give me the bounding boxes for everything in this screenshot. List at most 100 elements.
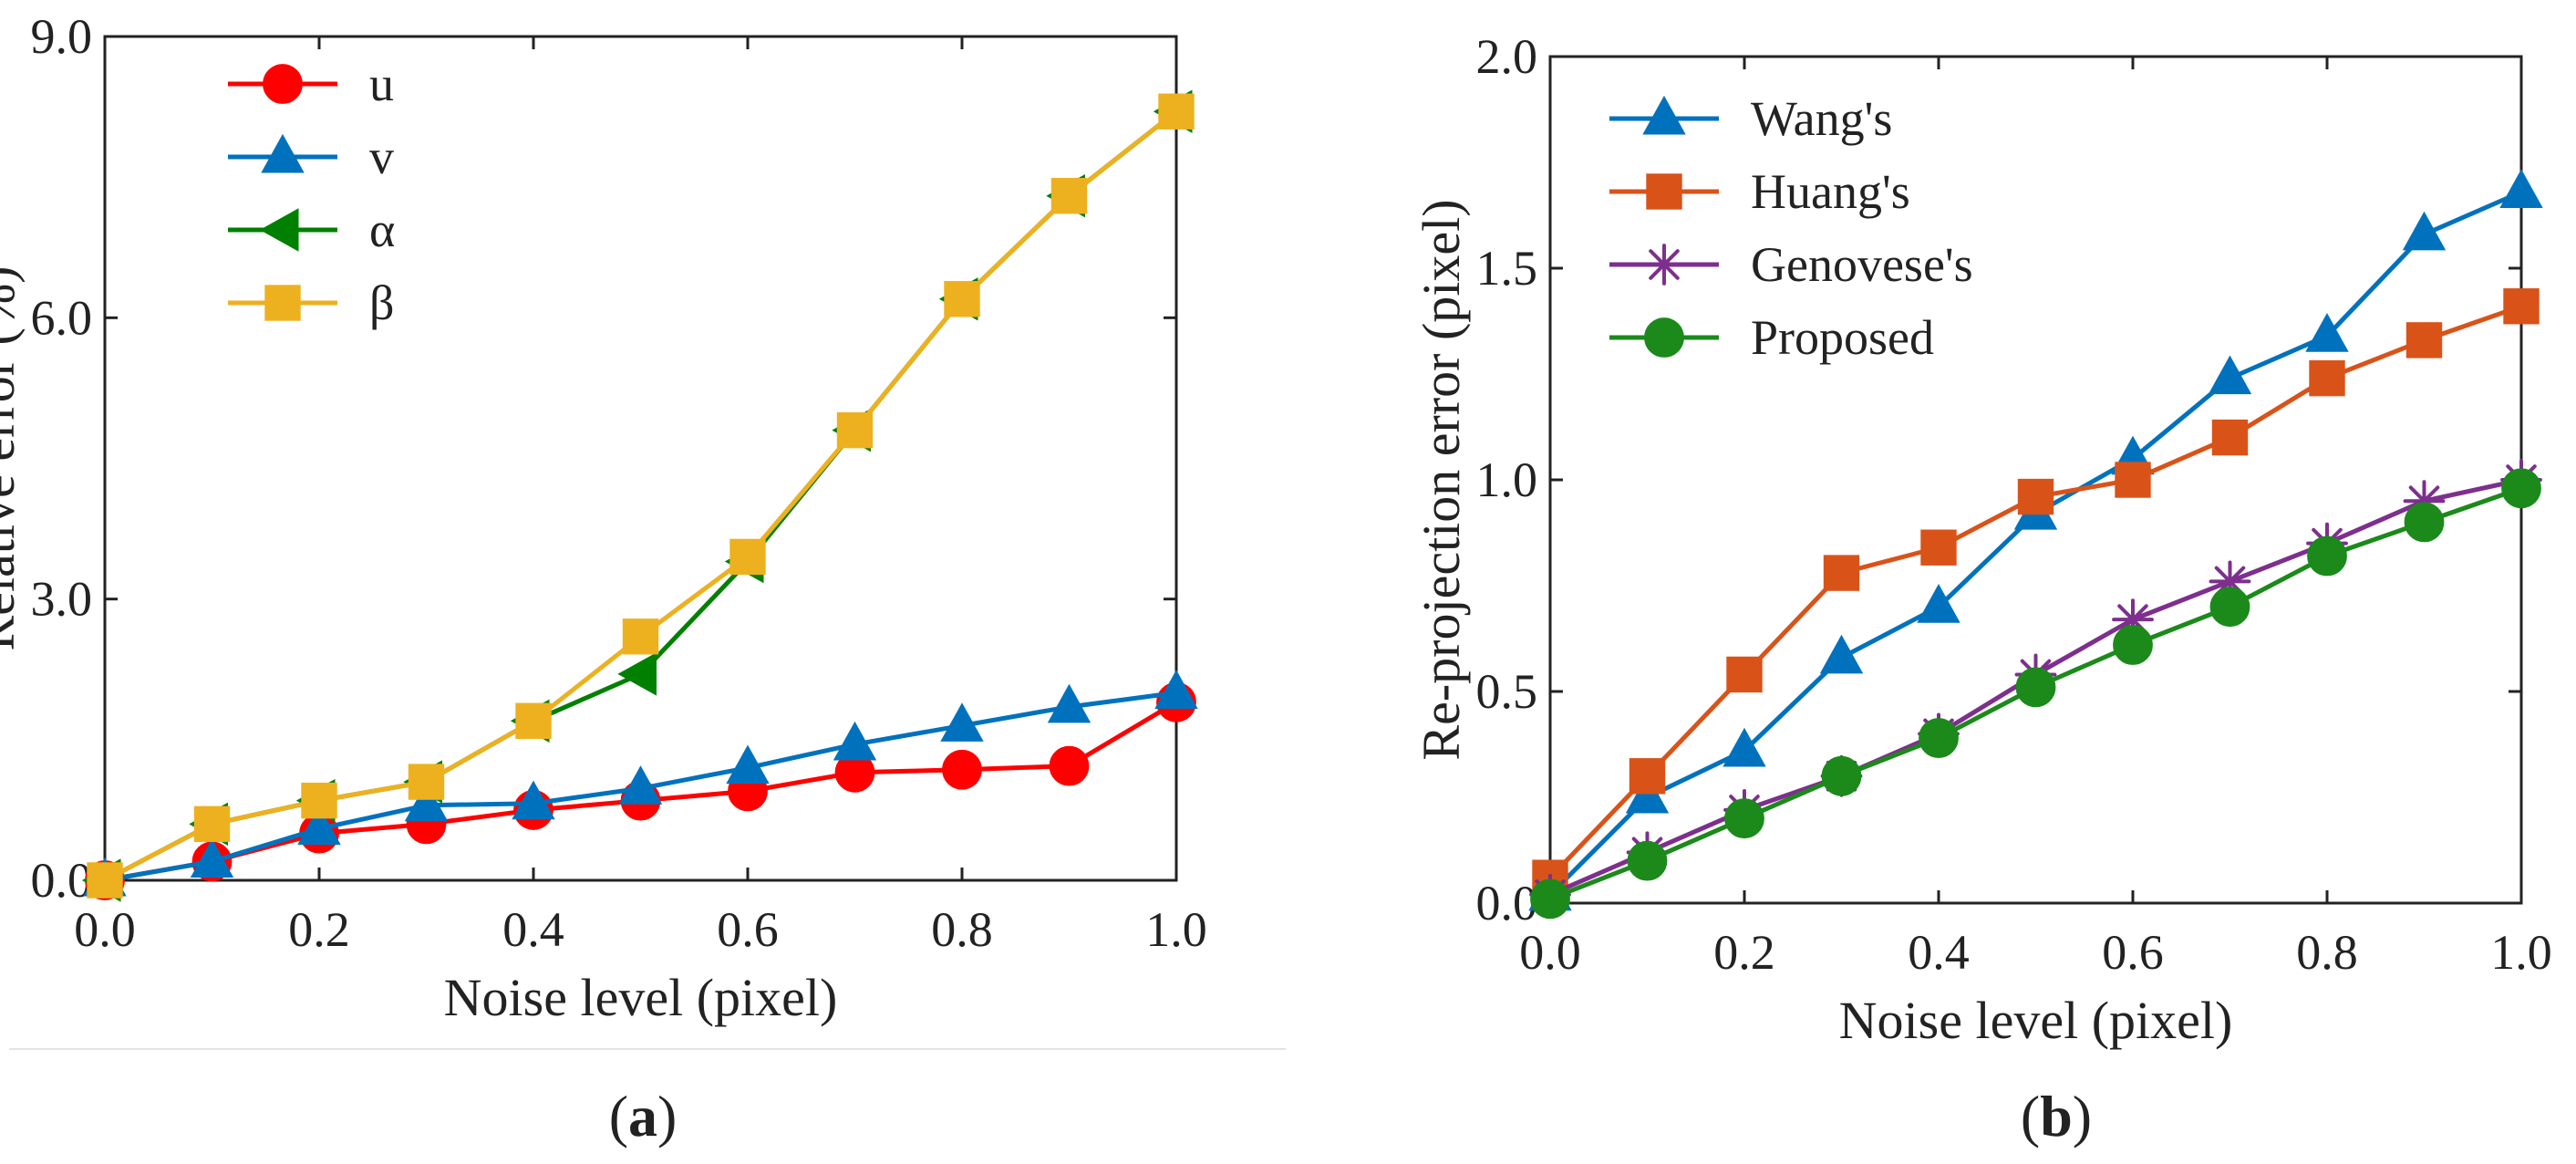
y-tick-label: 0.0 [31,853,93,908]
data-point [940,702,984,742]
legend-label: Wang's [1751,91,1892,146]
data-point [2501,468,2541,509]
data-point [729,538,766,576]
y-tick-label: 6.0 [31,290,93,345]
data-point [726,744,770,785]
data-point [297,805,341,845]
data-point [1724,798,1764,839]
data-point [1047,683,1091,723]
data-point [618,765,663,805]
y-axis-label: Relative error (%) [0,266,26,651]
y-tick-label: 3.0 [31,572,93,627]
data-point [1823,555,1860,591]
series-line [1548,304,2522,879]
legend-label: v [369,130,394,184]
x-tick-label: 1.0 [1145,902,1207,957]
x-tick-label: 1.0 [2490,925,2552,980]
panel-caption: (a) [609,1084,678,1148]
data-point [1625,774,1670,814]
chart-panel-a: 0.0 0.2 0.4 0.6 0.8 1.0 0.0 3.0 6.0 9.0 Noise leve… [0,9,1207,1148]
legend-marker [263,64,303,104]
data-point [1049,745,1090,786]
legend-marker [1644,317,1684,358]
legend-marker [264,285,301,321]
series-v [83,670,1198,897]
data-point [2305,313,2349,352]
data-point [1154,670,1198,709]
data-point [2402,211,2447,251]
data-point [1050,178,1088,214]
x-tick-label: 0.6 [2102,925,2164,980]
data-point [1158,93,1195,130]
data-point [942,749,982,790]
x-tick-label: 0.4 [1908,925,1970,980]
legend-label: Huang's [1751,164,1910,219]
legend-label: Genovese's [1751,237,1973,292]
series-Huang's [1532,288,2540,896]
data-point [1917,584,1960,623]
legend-label: β [369,275,394,330]
x-tick-label: 0.8 [931,902,993,957]
legend-marker [1642,95,1686,135]
legend-label: Proposed [1751,310,1934,365]
data-point [2404,502,2445,543]
data-point [1920,529,1957,566]
data-point [1627,840,1668,881]
data-point [944,281,980,317]
data-point [617,652,657,696]
data-point [2209,587,2250,628]
y-tick-label: 0.5 [1476,664,1538,719]
x-tick-label: 0.2 [1713,925,1775,980]
data-point [190,838,234,878]
data-point [1723,727,1766,767]
y-tick-label: 9.0 [31,9,93,64]
data-point [193,805,231,843]
data-point [512,780,555,820]
series-Proposed [1530,468,2541,920]
x-tick-label: 0.6 [717,902,779,957]
data-point [404,782,449,822]
data-point [301,782,337,819]
y-tick-label: 1.5 [1476,241,1538,296]
y-tick-label: 2.0 [1476,29,1538,84]
y-tick-label: 0.0 [1476,876,1538,930]
plot-frame [103,35,1178,882]
data-point [2015,667,2056,708]
data-point [408,764,445,800]
chart-panel-b: 0.0 0.2 0.4 0.6 0.8 1.0 0.0 0.5 1.0 1.5 2.0 Noise l… [1412,29,2552,1148]
data-point [1819,634,1864,674]
series-line [1548,190,2522,897]
data-point [1629,758,1666,795]
data-point [1821,755,1862,796]
data-point [2499,169,2543,208]
data-point [2309,359,2345,397]
x-tick-label: 0.4 [502,902,564,957]
data-point [2113,625,2153,665]
legend-marker [261,133,305,173]
data-point [87,862,123,899]
series-β [87,93,1195,899]
data-point [2208,355,2252,395]
x-tick-label: 0.2 [288,902,350,957]
data-point [1530,878,1570,920]
data-point [833,721,877,761]
legend-marker [259,208,299,252]
legend-label: u [369,57,394,111]
legend-marker-stroke [1649,249,1680,280]
legend-marker [1646,173,1682,210]
x-axis-label: Noise level (pixel) [1839,991,2233,1050]
data-point [2211,419,2249,456]
data-point [1726,656,1763,693]
legend: Wang's Huang's Genovese's Proposed [1609,91,1973,365]
data-point [2307,535,2347,577]
x-tick-label: 0.8 [2296,925,2358,980]
x-tick-label: 0.0 [74,902,136,957]
data-point [2115,462,2151,498]
data-point [622,618,659,655]
x-tick-label: 0.0 [1519,925,1581,980]
y-axis-label: Re-projection error (pixel) [1412,199,1471,760]
data-point [2503,288,2540,325]
data-point [515,702,552,739]
